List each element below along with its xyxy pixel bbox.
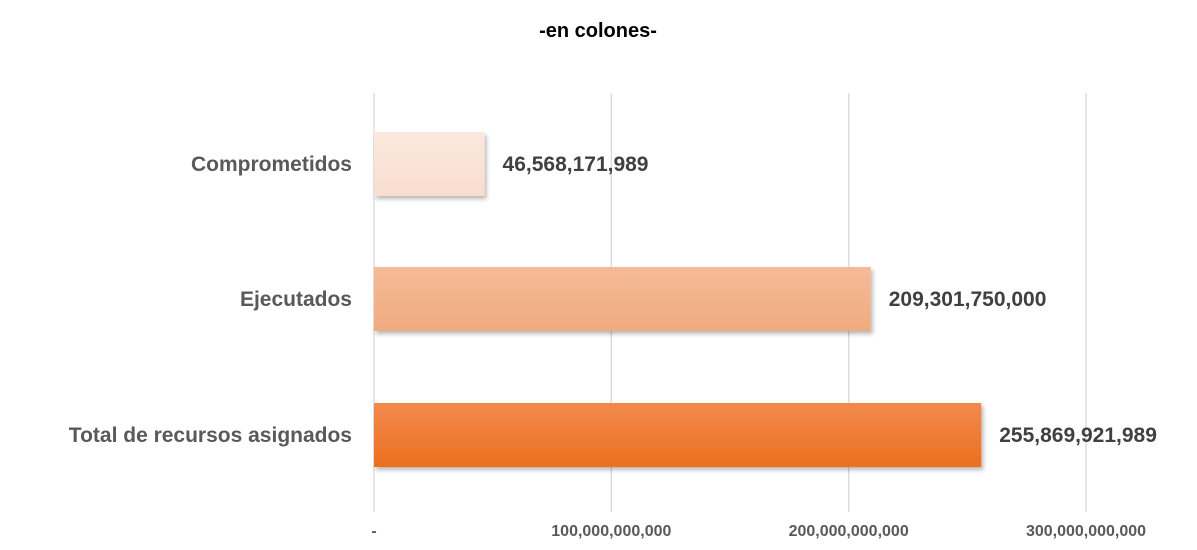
data-label: 255,869,921,989 bbox=[999, 424, 1157, 447]
bar bbox=[374, 267, 871, 331]
bars bbox=[374, 132, 982, 467]
bar bbox=[374, 132, 485, 196]
category-label: Ejecutados bbox=[240, 288, 352, 311]
chart-subtitle: -en colones- bbox=[539, 20, 657, 42]
x-tick-label: - bbox=[371, 523, 376, 540]
labels: - 100,000,000,000 200,000,000,000 300,000,0… bbox=[69, 153, 1157, 540]
data-label: 46,568,171,989 bbox=[503, 153, 649, 176]
category-label: Comprometidos bbox=[191, 153, 352, 176]
x-tick-label: 100,000,000,000 bbox=[551, 523, 671, 540]
x-tick-label: 200,000,000,000 bbox=[789, 523, 909, 540]
category-label: Total de recursos asignados bbox=[69, 424, 352, 447]
data-label: 209,301,750,000 bbox=[889, 288, 1047, 311]
x-tick-label: 300,000,000,000 bbox=[1026, 523, 1146, 540]
bar bbox=[374, 403, 982, 467]
